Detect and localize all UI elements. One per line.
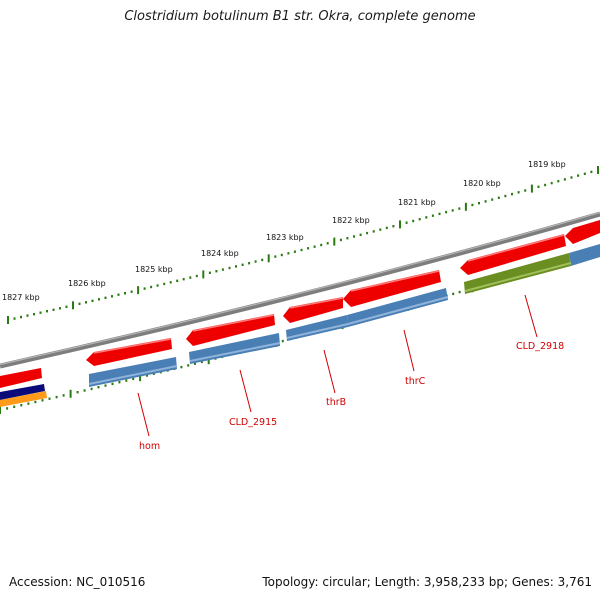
ruler-label-1821: 1821 kbp bbox=[398, 198, 436, 207]
gene-feature-navy[interactable] bbox=[0, 384, 45, 400]
gene-feature-red-5[interactable] bbox=[460, 234, 566, 275]
label-leaders bbox=[137, 294, 538, 437]
gene-feature-red-6[interactable] bbox=[565, 220, 600, 244]
genome-backbone-highlight bbox=[0, 211, 600, 366]
ruler-label-1822: 1822 kbp bbox=[332, 216, 370, 225]
gene-features-red bbox=[0, 220, 600, 388]
gene-label-cld2918: CLD_2918 bbox=[516, 341, 564, 352]
ruler-label-1819: 1819 kbp bbox=[528, 160, 566, 169]
gene-feature-orange[interactable] bbox=[0, 391, 47, 407]
gene-label-cld2915: CLD_2915 bbox=[229, 417, 277, 428]
gene-features-blue bbox=[0, 244, 600, 407]
ruler-label-1827: 1827 kbp bbox=[2, 293, 40, 302]
genome-summary-text: Topology: circular; Length: 3,958,233 bp… bbox=[262, 575, 592, 589]
gene-feature-red-1[interactable] bbox=[86, 338, 172, 366]
gene-label-hom: hom bbox=[139, 441, 160, 452]
ruler-label-1824: 1824 kbp bbox=[201, 249, 239, 258]
ruler-label-1823: 1823 kbp bbox=[266, 233, 304, 242]
gene-label-thrc: thrC bbox=[405, 376, 426, 387]
ruler-label-1825: 1825 kbp bbox=[135, 265, 173, 274]
gene-feature-red-0[interactable] bbox=[0, 368, 42, 388]
accession-text: Accession: NC_010516 bbox=[9, 575, 146, 589]
map-title: Clostridium botulinum B1 str. Okra, comp… bbox=[124, 9, 476, 24]
gene-feature-red-4[interactable] bbox=[343, 270, 441, 307]
ruler-label-1826: 1826 kbp bbox=[68, 279, 106, 288]
gene-label-thrb: thrB bbox=[326, 397, 346, 408]
ruler-label-1820: 1820 kbp bbox=[463, 179, 501, 188]
genome-backbone bbox=[0, 211, 600, 369]
ruler-ticks-outer bbox=[7, 166, 599, 324]
gene-feature-red-2[interactable] bbox=[186, 314, 275, 346]
gene-feature-red-3[interactable] bbox=[283, 297, 343, 323]
gene-feature-blue-end[interactable] bbox=[569, 244, 600, 266]
